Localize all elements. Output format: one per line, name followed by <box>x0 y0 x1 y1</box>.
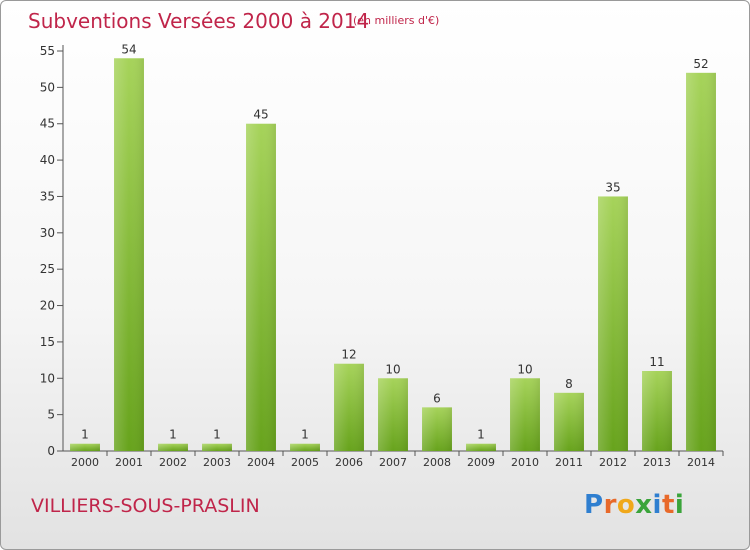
proxiti-logo: Proxiti <box>584 490 684 520</box>
bar-shade <box>378 378 408 451</box>
y-tick-label: 45 <box>40 117 55 131</box>
x-tick-label: 2005 <box>291 456 319 469</box>
y-tick-label: 20 <box>40 299 55 313</box>
bar-value-label: 11 <box>649 355 664 369</box>
bar-value-label: 54 <box>121 42 136 56</box>
bar-shade <box>70 443 100 451</box>
x-tick-label: 2014 <box>687 456 715 469</box>
x-tick-label: 2004 <box>247 456 275 469</box>
bar-value-label: 8 <box>565 377 573 391</box>
bar-shade <box>554 392 584 451</box>
bar-value-label: 35 <box>605 180 620 194</box>
y-tick-label: 25 <box>40 262 55 276</box>
x-tick-label: 2013 <box>643 456 671 469</box>
bar-value-label: 10 <box>517 362 532 376</box>
y-tick-label: 55 <box>40 44 55 58</box>
chart-title: Subventions Versées 2000 à 2014 <box>28 9 370 33</box>
y-tick-label: 50 <box>40 80 55 94</box>
x-tick-label: 2008 <box>423 456 451 469</box>
bar-value-label: 1 <box>81 428 89 442</box>
logo-letter: P <box>584 490 604 520</box>
bar-value-label: 12 <box>341 348 356 362</box>
logo-letter: x <box>635 490 653 520</box>
y-tick-label: 35 <box>40 189 55 203</box>
y-tick-label: 10 <box>40 371 55 385</box>
bar-value-label: 6 <box>433 391 441 405</box>
bar-shade <box>642 371 672 451</box>
bar-value-label: 1 <box>213 428 221 442</box>
x-tick-label: 2003 <box>203 456 231 469</box>
bar-shade <box>158 443 188 451</box>
bar-shade <box>246 123 276 452</box>
bar-shade <box>510 378 540 451</box>
bar-shade <box>334 363 364 451</box>
y-tick-label: 0 <box>47 444 55 458</box>
x-tick-label: 2000 <box>71 456 99 469</box>
y-tick-label: 40 <box>40 153 55 167</box>
bar-value-label: 10 <box>385 362 400 376</box>
bar-value-label: 52 <box>693 57 708 71</box>
x-tick-label: 2011 <box>555 456 583 469</box>
logo-letter: i <box>652 490 662 520</box>
bar-shade <box>114 58 144 451</box>
commune-name: VILLIERS-SOUS-PRASLIN <box>31 495 260 517</box>
y-tick-label: 5 <box>47 408 55 422</box>
bar-value-label: 1 <box>301 428 309 442</box>
bar-shade <box>202 443 232 451</box>
x-axis: 2000 2001 2002 2003 2004 2005 2006 2007 2008 2009… <box>63 450 724 469</box>
bar-value-label: 1 <box>169 428 177 442</box>
y-axis: 0 5 10 15 20 25 30 35 40 45 50 55 <box>40 44 64 458</box>
bar-shade <box>686 72 716 452</box>
chart-subtitle: (en milliers d'€) <box>353 14 440 27</box>
x-tick-label: 2002 <box>159 456 187 469</box>
x-tick-label: 2001 <box>115 456 143 469</box>
x-tick-label: 2012 <box>599 456 627 469</box>
y-tick-label: 15 <box>40 335 55 349</box>
bar-value-label: 1 <box>477 428 485 442</box>
x-tick-label: 2006 <box>335 456 363 469</box>
bar-shade <box>422 407 452 451</box>
logo-letter: r <box>603 490 617 520</box>
logo-letter: i <box>674 490 685 520</box>
bar-value-label: 45 <box>253 108 268 122</box>
bar-shade <box>466 443 496 451</box>
logo-letter: t <box>661 490 675 520</box>
y-tick-label: 30 <box>40 226 55 240</box>
x-tick-label: 2010 <box>511 456 539 469</box>
x-tick-label: 2009 <box>467 456 495 469</box>
logo-letter: o <box>616 490 636 520</box>
bar-shade <box>290 443 320 451</box>
x-tick-label: 2007 <box>379 456 407 469</box>
bar-shade <box>598 196 628 451</box>
